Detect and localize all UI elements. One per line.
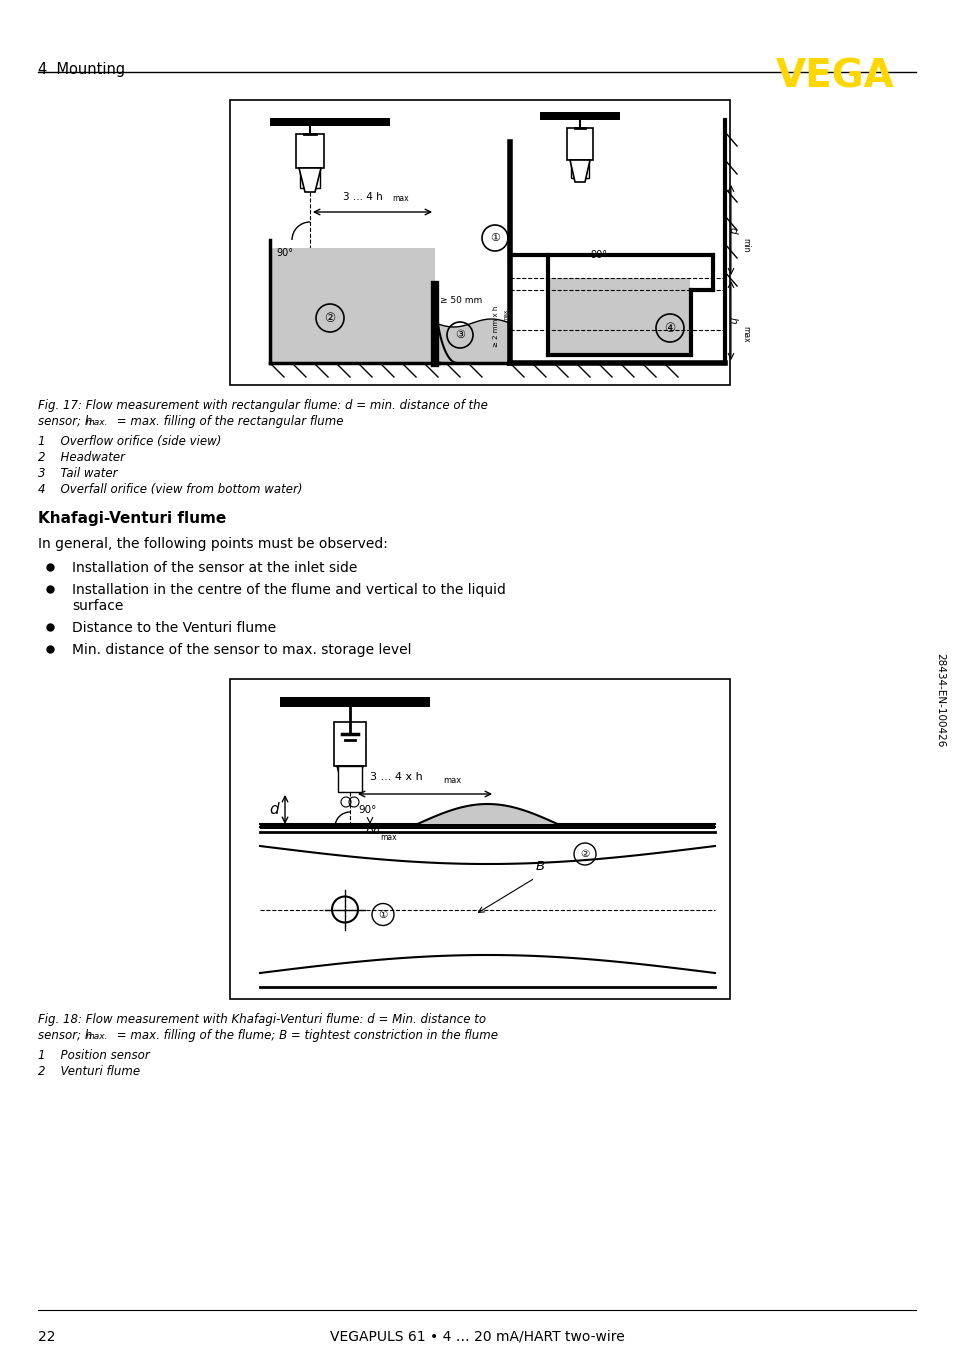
Text: 90°: 90° xyxy=(275,248,293,259)
Text: ①: ① xyxy=(378,910,387,919)
Text: sensor; h: sensor; h xyxy=(38,414,92,428)
Text: In general, the following points must be observed:: In general, the following points must be… xyxy=(38,538,388,551)
Bar xyxy=(295,134,324,168)
Text: h: h xyxy=(727,317,738,324)
Text: Distance to the Venturi flume: Distance to the Venturi flume xyxy=(71,621,275,635)
Text: ④: ④ xyxy=(663,321,675,334)
Text: ②: ② xyxy=(324,311,335,325)
Text: Installation of the sensor at the inlet side: Installation of the sensor at the inlet … xyxy=(71,561,357,575)
Polygon shape xyxy=(435,320,510,363)
Text: max: max xyxy=(379,833,396,842)
Text: 3    Tail water: 3 Tail water xyxy=(38,467,117,481)
Text: max.: max. xyxy=(86,1032,109,1041)
Bar xyxy=(337,766,361,792)
Text: 3 ... 4 x h: 3 ... 4 x h xyxy=(370,772,422,783)
Text: 90°: 90° xyxy=(357,806,376,815)
Polygon shape xyxy=(260,804,714,827)
Polygon shape xyxy=(336,766,363,792)
Bar xyxy=(230,678,729,999)
Text: 1    Overflow orifice (side view): 1 Overflow orifice (side view) xyxy=(38,435,221,448)
Bar xyxy=(260,825,714,829)
Text: 2    Venturi flume: 2 Venturi flume xyxy=(38,1066,140,1078)
Bar xyxy=(566,129,593,160)
Text: 4  Mounting: 4 Mounting xyxy=(38,62,125,77)
Text: VEGA: VEGA xyxy=(776,58,894,96)
Text: min: min xyxy=(740,238,749,252)
Bar xyxy=(334,722,366,766)
Text: 22: 22 xyxy=(38,1330,55,1345)
Text: 2    Headwater: 2 Headwater xyxy=(38,451,125,464)
Text: VEGAPULS 61 • 4 … 20 mA/HART two-wire: VEGAPULS 61 • 4 … 20 mA/HART two-wire xyxy=(330,1330,623,1345)
Text: h: h xyxy=(373,826,379,837)
Text: max: max xyxy=(740,326,749,343)
Polygon shape xyxy=(270,248,435,363)
Text: Khafagi-Venturi flume: Khafagi-Venturi flume xyxy=(38,510,226,525)
Text: Min. distance of the sensor to max. storage level: Min. distance of the sensor to max. stor… xyxy=(71,643,411,657)
Text: surface: surface xyxy=(71,598,123,613)
Bar xyxy=(299,168,319,188)
Text: sensor; h: sensor; h xyxy=(38,1029,92,1043)
Bar xyxy=(548,278,689,355)
Text: max.: max. xyxy=(86,418,109,427)
Text: = max. filling of the rectangular flume: = max. filling of the rectangular flume xyxy=(112,414,343,428)
Text: max: max xyxy=(503,309,509,321)
Text: ≥ 50 mm: ≥ 50 mm xyxy=(439,297,482,305)
Polygon shape xyxy=(298,168,320,192)
Text: B: B xyxy=(535,860,544,873)
Text: d: d xyxy=(727,226,738,233)
Text: ①: ① xyxy=(490,233,499,242)
Bar xyxy=(280,697,430,707)
Polygon shape xyxy=(569,160,589,181)
Text: Installation in the centre of the flume and vertical to the liquid: Installation in the centre of the flume … xyxy=(71,584,505,597)
Text: ②: ② xyxy=(579,849,589,858)
Text: ③: ③ xyxy=(455,330,464,340)
Text: = max. filling of the flume; B = tightest constriction in the flume: = max. filling of the flume; B = tightes… xyxy=(112,1029,497,1043)
Bar xyxy=(230,100,729,385)
Text: ≥ 2 mm x h: ≥ 2 mm x h xyxy=(493,306,498,347)
Bar xyxy=(539,112,619,121)
Text: 4    Overfall orifice (view from bottom water): 4 Overfall orifice (view from bottom wat… xyxy=(38,483,302,496)
Text: 3 ... 4 h: 3 ... 4 h xyxy=(342,192,382,202)
Text: Fig. 17: Flow measurement with rectangular flume: d = min. distance of the: Fig. 17: Flow measurement with rectangul… xyxy=(38,399,487,412)
Bar xyxy=(270,118,390,126)
Text: max: max xyxy=(442,776,460,785)
Text: Fig. 18: Flow measurement with Khafagi-Venturi flume: d = Min. distance to: Fig. 18: Flow measurement with Khafagi-V… xyxy=(38,1013,486,1026)
Text: d: d xyxy=(269,802,278,816)
Text: 28434-EN-100426: 28434-EN-100426 xyxy=(934,653,944,747)
Text: 90°: 90° xyxy=(589,250,606,260)
Text: max: max xyxy=(392,194,409,203)
Text: 1    Position sensor: 1 Position sensor xyxy=(38,1049,150,1062)
Bar xyxy=(571,160,588,177)
